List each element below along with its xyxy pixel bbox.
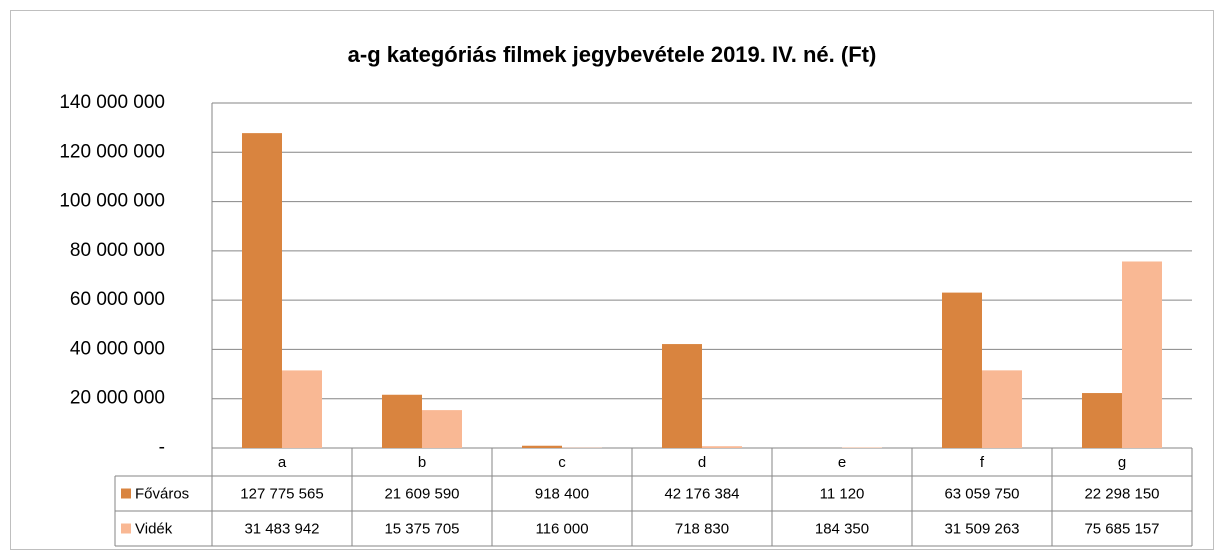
y-tick-label: 140 000 000	[59, 92, 165, 113]
x-tick-label: d	[698, 454, 706, 471]
bar	[1122, 261, 1162, 448]
bar	[242, 133, 282, 448]
data-table-value: 31 509 263	[944, 520, 1019, 537]
y-tick-label: 100 000 000	[59, 191, 165, 212]
data-table-value: 127 775 565	[240, 485, 323, 502]
x-tick-label: e	[838, 454, 846, 471]
bar	[422, 410, 462, 448]
data-table-value: 63 059 750	[944, 485, 1019, 502]
y-tick-label: 80 000 000	[70, 240, 165, 261]
y-tick-label: 60 000 000	[70, 289, 165, 310]
data-table-value: 918 400	[535, 485, 589, 502]
chart-title: a-g kategóriás filmek jegybevétele 2019.…	[348, 42, 877, 67]
data-table-value: 184 350	[815, 520, 869, 537]
legend-label: Vidék	[135, 520, 173, 537]
bar	[982, 370, 1022, 448]
data-table-value: 21 609 590	[384, 485, 459, 502]
x-tick-label: f	[980, 454, 985, 471]
y-tick-label: 120 000 000	[59, 141, 165, 162]
data-table-value: 22 298 150	[1084, 485, 1159, 502]
data-table-value: 11 120	[820, 485, 865, 502]
x-tick-label: c	[558, 454, 566, 471]
bar	[282, 370, 322, 448]
data-table-value: 718 830	[675, 520, 729, 537]
bar	[382, 394, 422, 448]
y-tick-label: -	[159, 437, 165, 458]
data-table-value: 42 176 384	[664, 485, 739, 502]
y-tick-label: 40 000 000	[70, 338, 165, 359]
legend-key	[121, 488, 131, 499]
bar	[522, 445, 562, 448]
legend-key	[121, 523, 131, 534]
x-tick-label: a	[278, 454, 287, 471]
legend-label: Főváros	[135, 485, 189, 502]
bar	[662, 344, 702, 448]
x-tick-label: g	[1118, 454, 1126, 471]
x-tick-label: b	[418, 454, 426, 471]
bar	[942, 292, 982, 448]
data-table-value: 75 685 157	[1084, 520, 1159, 537]
bar	[1082, 393, 1122, 448]
y-tick-label: 20 000 000	[70, 388, 165, 409]
chart-border	[10, 10, 1214, 550]
data-table-value: 15 375 705	[384, 520, 459, 537]
bar	[702, 446, 742, 448]
data-table-value: 116 000	[535, 520, 588, 537]
data-table-value: 31 483 942	[244, 520, 319, 537]
